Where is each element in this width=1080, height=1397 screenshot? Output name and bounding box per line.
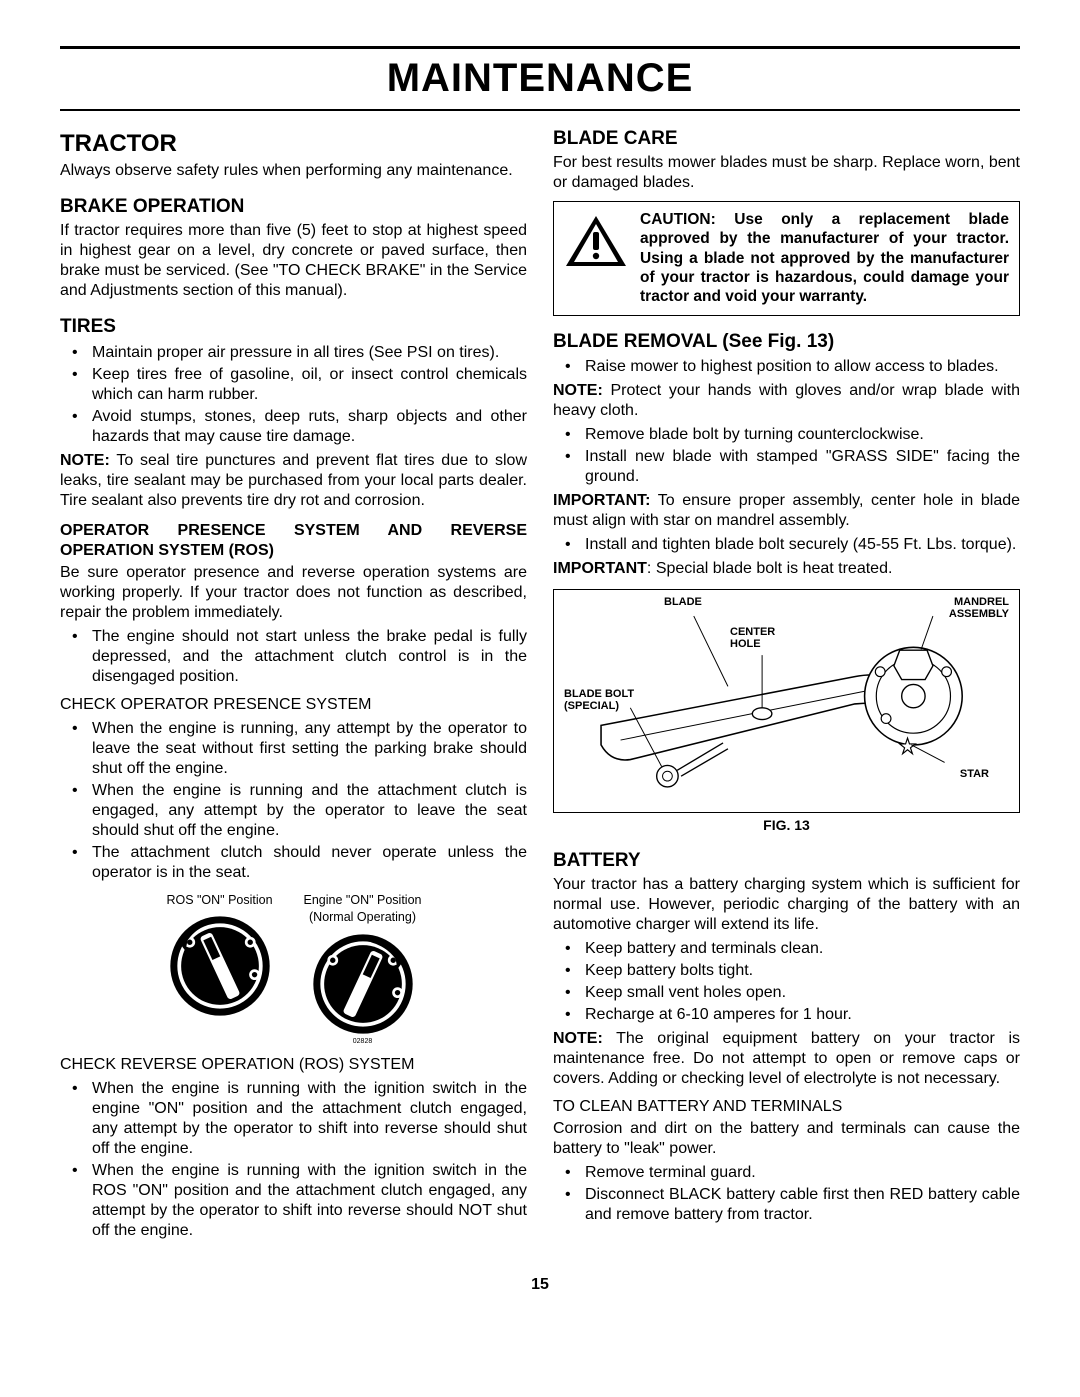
- ros-list-2: When the engine is running, any attempt …: [60, 719, 527, 883]
- list-item: The engine should not start unless the b…: [60, 627, 527, 687]
- ros-intro: Be sure operator presence and reverse op…: [60, 563, 527, 623]
- fig-label-bolt-1: BLADE BOLT: [564, 688, 634, 700]
- title-underline: [60, 109, 1020, 111]
- fig-label-mandrel: MANDREL ASSEMBLY: [949, 596, 1009, 620]
- ignition-knob-figure: ROS "ON" Position Engine "ON" Position (…: [60, 893, 527, 1048]
- note-text: To seal tire punctures and prevent flat …: [60, 452, 527, 509]
- fig-label-center-2: HOLE: [730, 638, 761, 650]
- note-prefix: NOTE:: [553, 382, 603, 399]
- knob-engine-icon: [309, 930, 417, 1038]
- caution-text: CAUTION: Use only a replacement blade ap…: [640, 210, 1009, 307]
- blade-care-body: For best results mower blades must be sh…: [553, 153, 1020, 193]
- blade-removal-important2: IMPORTANT: Special blade bolt is heat tr…: [553, 559, 1020, 579]
- battery-note: NOTE: The original equipment battery on …: [553, 1029, 1020, 1089]
- knob-ros-icon: [166, 912, 274, 1020]
- fig-label-mandrel-2: ASSEMBLY: [949, 608, 1009, 620]
- fig-label-mandrel-1: MANDREL: [954, 596, 1009, 608]
- clean-list: Remove terminal guard. Disconnect BLACK …: [553, 1163, 1020, 1225]
- note-text: The original equipment battery on your t…: [553, 1030, 1020, 1087]
- fig-label-center: CENTER HOLE: [730, 626, 775, 650]
- list-item: Remove terminal guard.: [553, 1163, 1020, 1183]
- ros-heading: OPERATOR PRESENCE SYSTEM AND REVERSE OPE…: [60, 521, 527, 561]
- list-item: When the engine is running with the igni…: [60, 1161, 527, 1241]
- warning-icon: [564, 210, 628, 276]
- page-title: MAINTENANCE: [60, 53, 1020, 103]
- battery-intro: Your tractor has a battery charging syst…: [553, 875, 1020, 935]
- clean-heading: TO CLEAN BATTERY AND TERMINALS: [553, 1097, 1020, 1117]
- list-item: Keep battery bolts tight.: [553, 961, 1020, 981]
- list-item: Maintain proper air pressure in all tire…: [60, 343, 527, 363]
- list-item: When the engine is running and the attac…: [60, 781, 527, 841]
- list-item: Disconnect BLACK battery cable first the…: [553, 1185, 1020, 1225]
- brake-body: If tractor requires more than five (5) f…: [60, 221, 527, 301]
- list-item: Keep tires free of gasoline, oil, or ins…: [60, 365, 527, 405]
- important2-text: : Special blade bolt is heat treated.: [647, 560, 893, 577]
- fig-label-bolt-2: (SPECIAL): [564, 700, 619, 712]
- list-item: Install and tighten blade bolt securely …: [553, 535, 1020, 555]
- note-text: Protect your hands with gloves and/or wr…: [553, 382, 1020, 419]
- list-item: Keep battery and terminals clean.: [553, 939, 1020, 959]
- knob-ros: ROS "ON" Position: [166, 893, 274, 1048]
- tractor-intro: Always observe safety rules when perform…: [60, 161, 527, 181]
- battery-heading: BATTERY: [553, 849, 1020, 873]
- ros-list-3: When the engine is running with the igni…: [60, 1079, 527, 1241]
- left-column: TRACTOR Always observe safety rules when…: [60, 123, 527, 1245]
- page-number: 15: [60, 1275, 1020, 1295]
- blade-removal-list-1: Raise mower to highest position to allow…: [553, 357, 1020, 377]
- right-column: BLADE CARE For best results mower blades…: [553, 123, 1020, 1245]
- list-item: Avoid stumps, stones, deep ruts, sharp o…: [60, 407, 527, 447]
- tractor-heading: TRACTOR: [60, 129, 527, 159]
- list-item: Install new blade with stamped "GRASS SI…: [553, 447, 1020, 487]
- fig-label-blade: BLADE: [664, 596, 702, 608]
- blade-removal-heading: BLADE REMOVAL (See Fig. 13): [553, 330, 1020, 354]
- knob-engine-label-1: Engine "ON" Position: [304, 893, 422, 909]
- list-item: The attachment clutch should never opera…: [60, 843, 527, 883]
- important2-prefix: IMPORTANT: [553, 560, 647, 577]
- blade-removal-note: NOTE: Protect your hands with gloves and…: [553, 381, 1020, 421]
- note-prefix: NOTE:: [553, 1030, 603, 1047]
- fig-label-star: STAR: [960, 768, 989, 780]
- fig-code: 02828: [304, 1038, 422, 1047]
- ros-list-1: The engine should not start unless the b…: [60, 627, 527, 687]
- battery-list: Keep battery and terminals clean. Keep b…: [553, 939, 1020, 1025]
- fig-label-bolt: BLADE BOLT (SPECIAL): [564, 688, 634, 712]
- knob-ros-label: ROS "ON" Position: [166, 893, 274, 909]
- important-prefix: IMPORTANT:: [553, 492, 650, 509]
- list-item: Recharge at 6-10 amperes for 1 hour.: [553, 1005, 1020, 1025]
- list-item: Remove blade bolt by turning countercloc…: [553, 425, 1020, 445]
- fig-label-center-1: CENTER: [730, 626, 775, 638]
- knob-engine: Engine "ON" Position (Normal Operating) …: [304, 893, 422, 1048]
- note-prefix: NOTE:: [60, 452, 110, 469]
- check-ros-heading: CHECK REVERSE OPERATION (ROS) SYSTEM: [60, 1055, 527, 1075]
- knob-engine-label-2: (Normal Operating): [304, 910, 422, 926]
- list-item: When the engine is running with the igni…: [60, 1079, 527, 1159]
- list-item: Raise mower to highest position to allow…: [553, 357, 1020, 377]
- blade-care-heading: BLADE CARE: [553, 127, 1020, 151]
- blade-removal-list-2: Remove blade bolt by turning countercloc…: [553, 425, 1020, 487]
- tires-list: Maintain proper air pressure in all tire…: [60, 343, 527, 447]
- tires-heading: TIRES: [60, 315, 527, 339]
- blade-removal-list-3: Install and tighten blade bolt securely …: [553, 535, 1020, 555]
- list-item: Keep small vent holes open.: [553, 983, 1020, 1003]
- tires-note: NOTE: To seal tire punctures and prevent…: [60, 451, 527, 511]
- brake-heading: BRAKE OPERATION: [60, 195, 527, 219]
- figure-13: BLADE MANDREL ASSEMBLY CENTER HOLE BLADE…: [553, 589, 1020, 813]
- check-op-heading: CHECK OPERATOR PRESENCE SYSTEM: [60, 695, 527, 715]
- list-item: When the engine is running, any attempt …: [60, 719, 527, 779]
- blade-removal-important: IMPORTANT: To ensure proper assembly, ce…: [553, 491, 1020, 531]
- top-rule: [60, 46, 1020, 49]
- figure-13-caption: FIG. 13: [553, 817, 1020, 835]
- caution-box: CAUTION: Use only a replacement blade ap…: [553, 201, 1020, 316]
- two-column-layout: TRACTOR Always observe safety rules when…: [60, 123, 1020, 1245]
- clean-body: Corrosion and dirt on the battery and te…: [553, 1119, 1020, 1159]
